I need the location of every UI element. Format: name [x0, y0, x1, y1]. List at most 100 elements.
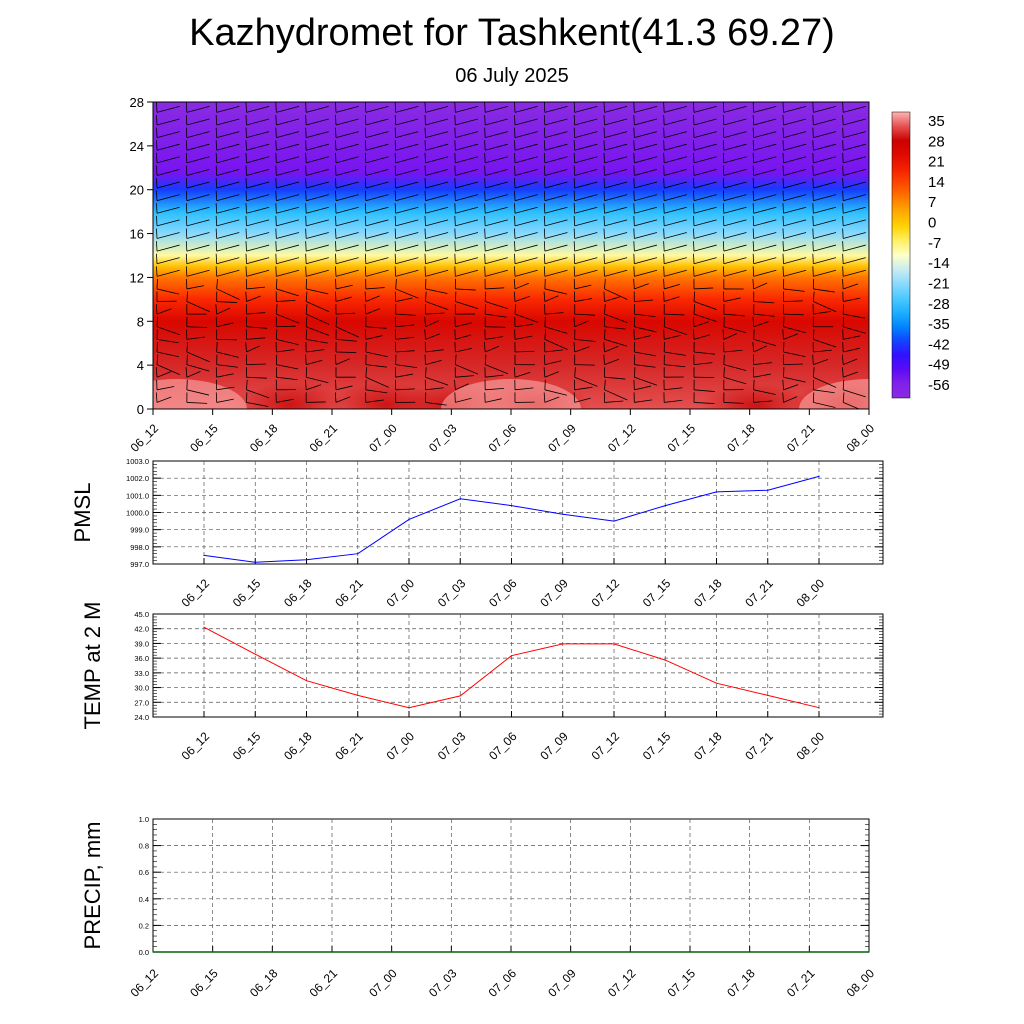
wind-barb-flag — [573, 127, 576, 138]
wind-barb-flag — [633, 140, 635, 151]
wind-barb-flag — [663, 140, 665, 151]
wind-barb-flag — [305, 354, 307, 365]
wind-barb-flag — [782, 215, 784, 226]
pmsl-group-x-tick-label: 06_12 — [179, 576, 213, 610]
wind-barb-flag — [185, 102, 188, 113]
wind-barb-flag — [752, 203, 755, 214]
wind-barb-flag — [633, 266, 635, 277]
wind-barb-flag — [544, 316, 546, 327]
wind-barb — [813, 206, 837, 214]
wind-barb-flag — [722, 190, 725, 201]
wind-barb-flag — [484, 266, 486, 277]
precip-group-x-tick-label: 07_21 — [784, 966, 818, 1000]
wind-barb — [425, 376, 449, 386]
wind-barb — [753, 301, 775, 304]
wind-barb-flag — [604, 379, 606, 390]
wind-barb — [693, 313, 717, 322]
pmsl-group-x-tick-label: 07_21 — [742, 576, 776, 610]
warm-zone-0 — [235, 382, 346, 409]
wind-barb-flag — [872, 115, 873, 125]
wind-barb — [276, 105, 300, 113]
wind-barb — [514, 313, 538, 323]
wind-barb-flag — [603, 203, 605, 214]
wind-barb — [783, 169, 807, 176]
wind-barb — [753, 345, 767, 353]
wind-barb — [843, 358, 858, 365]
wind-barb-flag — [722, 253, 725, 264]
wind-barb — [395, 194, 419, 202]
wind-barb — [365, 244, 389, 252]
wind-barb — [455, 232, 479, 239]
wind-barb — [246, 389, 270, 399]
wind-barb — [723, 206, 747, 214]
temp-group-data-point — [767, 694, 769, 697]
colorbar-label: 28 — [928, 133, 945, 150]
wind-barb — [485, 287, 505, 290]
wind-barb — [306, 143, 329, 151]
wind-barb-flag — [454, 266, 456, 277]
wind-barb — [335, 284, 353, 290]
wind-barb — [335, 338, 357, 342]
wind-barb-flag — [425, 291, 427, 302]
wind-barb — [186, 389, 209, 396]
wind-barb — [664, 313, 685, 316]
wind-barb — [693, 131, 717, 139]
wind-barb — [634, 131, 658, 139]
wind-barb-flag — [305, 304, 308, 315]
wind-barb — [276, 364, 299, 370]
wind-barb-flag — [246, 379, 248, 390]
wind-barb — [813, 194, 837, 202]
wind-barb — [425, 194, 449, 202]
wind-barb — [783, 351, 806, 358]
wind-barb — [574, 169, 598, 176]
wind-barb-flag — [185, 367, 188, 378]
cs-y-tick-label: 0 — [137, 402, 144, 417]
wind-barb-flag — [693, 329, 695, 340]
wind-barb — [425, 360, 442, 365]
wind-barb — [156, 219, 180, 227]
wind-barb — [634, 351, 657, 357]
wind-barb — [574, 269, 598, 277]
wind-barb — [693, 219, 717, 227]
pmsl-group-data-point — [562, 513, 564, 515]
wind-barb — [395, 244, 419, 252]
wind-barb — [485, 398, 502, 403]
wind-barb — [455, 169, 479, 176]
wind-barb — [574, 105, 598, 113]
wind-barb-flag — [543, 392, 546, 403]
wind-barb-flag — [663, 165, 665, 176]
wind-barb — [544, 169, 568, 176]
wind-barb — [783, 313, 804, 316]
wind-barb — [813, 131, 837, 139]
wind-barb-flag — [544, 329, 547, 340]
wind-barb-flag — [275, 127, 277, 138]
wind-barb-flag — [185, 215, 188, 226]
wind-barb-flag — [603, 291, 605, 302]
wind-barb — [216, 219, 240, 227]
wind-barb-flag — [394, 102, 397, 113]
wind-barb — [425, 349, 444, 353]
wind-barb — [693, 301, 717, 310]
wind-barb-flag — [722, 115, 725, 126]
wind-barb-flag — [603, 152, 605, 163]
wind-barb — [306, 288, 329, 295]
wind-barb-flag — [812, 127, 814, 138]
wind-barb — [574, 376, 598, 387]
wind-barb-flag — [663, 203, 665, 214]
wind-barb-flag — [245, 127, 247, 138]
wind-barb — [634, 219, 658, 227]
colorbar-label: 21 — [928, 154, 945, 171]
wind-barb — [455, 181, 479, 189]
pmsl-group-y-axis-title: PMSL — [70, 483, 95, 543]
wind-barb — [455, 194, 479, 202]
wind-barb-flag — [872, 216, 873, 226]
wind-barb — [335, 206, 359, 214]
wind-barb — [395, 105, 419, 113]
wind-barb — [753, 181, 777, 189]
wind-barb-flag — [812, 178, 814, 189]
wind-barb-flag — [364, 140, 367, 151]
wind-barb-flag — [663, 127, 665, 138]
wind-barb — [276, 269, 300, 277]
wind-barb-flag — [842, 379, 845, 390]
wind-barb — [843, 105, 866, 113]
